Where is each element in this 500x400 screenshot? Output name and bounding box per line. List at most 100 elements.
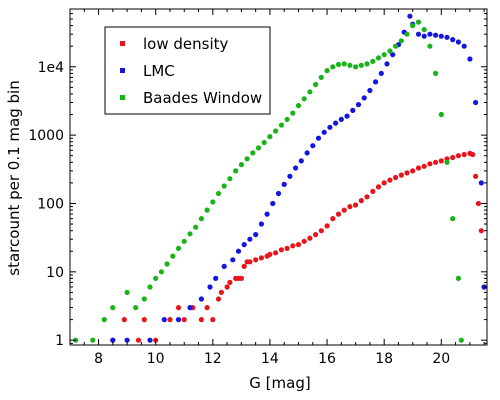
data-point [338,116,344,122]
data-point [221,183,227,189]
data-point [244,156,250,162]
data-point [450,154,456,161]
data-point [101,317,107,323]
legend-marker-baades-window [120,95,125,100]
data-point [281,181,287,187]
data-point [175,245,182,251]
data-point [158,269,164,275]
data-point [455,275,461,281]
legend-label-lmc: LMC [143,62,175,80]
data-point [221,263,227,269]
data-point [175,305,182,311]
data-point [313,81,319,88]
data-point [253,232,259,238]
data-point [330,216,336,222]
data-point [215,190,222,197]
data-point [433,70,439,76]
data-point [450,37,456,43]
data-point [278,247,284,253]
data-point [175,317,182,323]
data-point [370,188,376,194]
data-point [398,172,404,178]
data-point [478,228,484,234]
data-point [267,251,273,257]
data-point [347,62,353,68]
data-point [313,232,319,238]
data-point [384,61,390,67]
data-point [258,221,264,227]
data-point [378,70,384,76]
data-point [350,107,356,113]
data-point [210,199,216,205]
data-point [364,194,370,200]
data-point [355,102,362,108]
data-point [124,337,130,343]
data-point [135,337,142,343]
y-tick-label: 100 [37,196,64,212]
data-point [367,87,373,94]
data-point [353,202,359,208]
data-point [478,180,484,186]
data-point [213,275,219,281]
data-point [361,95,367,101]
data-point [110,305,116,311]
data-point [247,236,253,242]
data-point [233,168,239,174]
data-point [273,128,279,134]
legend-label-baades-window: Baades Window [143,89,262,107]
data-point [198,296,204,302]
data-point [450,216,456,222]
legend: low density LMC Baades Window [104,26,271,115]
data-point [170,253,176,259]
legend-marker-low-density [120,41,125,46]
data-point [153,275,159,281]
data-point [321,129,327,135]
data-point [347,204,353,210]
data-point [475,200,481,207]
data-point [335,61,342,68]
legend-box [104,26,271,115]
data-point [187,305,193,311]
data-point [261,139,267,146]
data-point [387,48,393,54]
data-point [438,111,444,118]
data-point [381,180,387,186]
data-point [110,337,116,343]
data-point [193,224,199,230]
data-point [121,317,127,323]
data-point [301,238,307,244]
data-point [370,58,376,64]
data-point [327,124,333,130]
data-point [133,305,139,311]
data-point [330,64,336,70]
data-point [358,62,364,68]
data-point [415,31,422,37]
data-point [304,150,310,156]
data-point [318,228,324,234]
y-tick-label: 1000 [28,128,64,144]
data-point [147,337,153,343]
data-point [218,289,224,295]
data-point [224,284,230,290]
data-point [147,284,153,290]
data-point [278,122,284,128]
data-point [215,296,222,302]
data-point [204,207,210,213]
data-point [250,150,256,156]
data-point [438,33,444,39]
data-point [341,207,347,213]
data-point [410,23,416,29]
data-point [427,31,433,37]
data-point [444,159,450,165]
legend-marker-lmc [120,68,125,73]
data-point [427,161,433,167]
data-point [444,34,450,40]
data-point [335,211,342,217]
series-layer [73,13,487,343]
data-point [387,177,393,183]
data-point [293,165,299,171]
x-axis-title: G [mag] [249,374,310,392]
data-point [375,184,382,190]
data-point [255,145,262,151]
data-point [455,39,461,45]
